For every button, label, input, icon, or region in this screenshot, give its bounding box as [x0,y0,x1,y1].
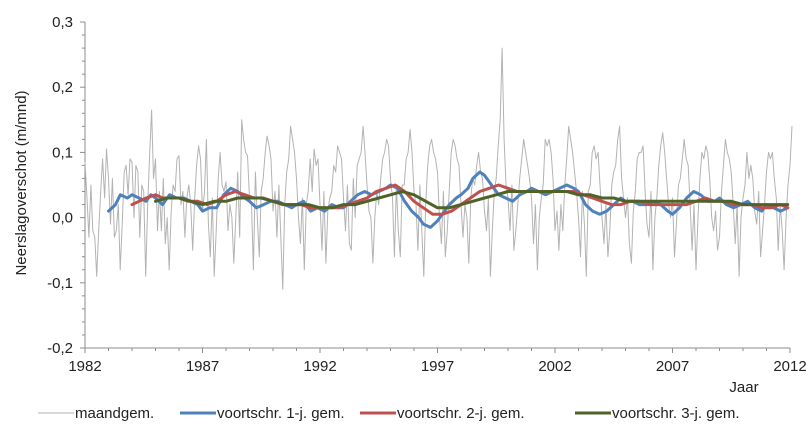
legend-label-4: voortschr. 3-j. gem. [612,405,740,422]
legend-label-2: voortschr. 1-j. gem. [217,405,345,422]
x-tick-label: 2012 [773,358,806,375]
y-tick-label: 0,3 [52,14,73,31]
x-tick-label: 1992 [303,358,336,375]
y-axis-title: Neerslagoverschot (m/mnd) [13,90,30,275]
x-tick-label: 1987 [186,358,219,375]
legend-label-3: voortschr. 2-j. gem. [397,405,525,422]
plot-area: -0,2 -0,1 0,0 0,1 0,2 0,3 1982 1987 1992 1997 2002… [47,14,807,375]
series-line-3 [130,183,790,216]
x-tick-label: 1997 [421,358,454,375]
y-tick-label: -0,1 [47,275,73,292]
x-tick-label: 2007 [656,358,689,375]
y-axis-label: Neerslagoverschot (m/mnd) [13,90,30,275]
y-tick-label: 0,2 [52,79,73,96]
y-tick-label: 0,0 [52,210,73,227]
x-axis-label: Jaar [729,379,758,396]
x-tick-label: 2002 [538,358,571,375]
legend: maandgem. voortschr. 1-j. gem. voortschr. … [38,405,740,422]
y-tick-label: -0,2 [47,340,73,357]
x-tick-label: 1982 [68,358,101,375]
series-line-1 [84,47,793,290]
y-tick-label: 0,1 [52,144,73,161]
series-line-4 [154,190,790,210]
legend-label-1: maandgem. [75,405,154,422]
